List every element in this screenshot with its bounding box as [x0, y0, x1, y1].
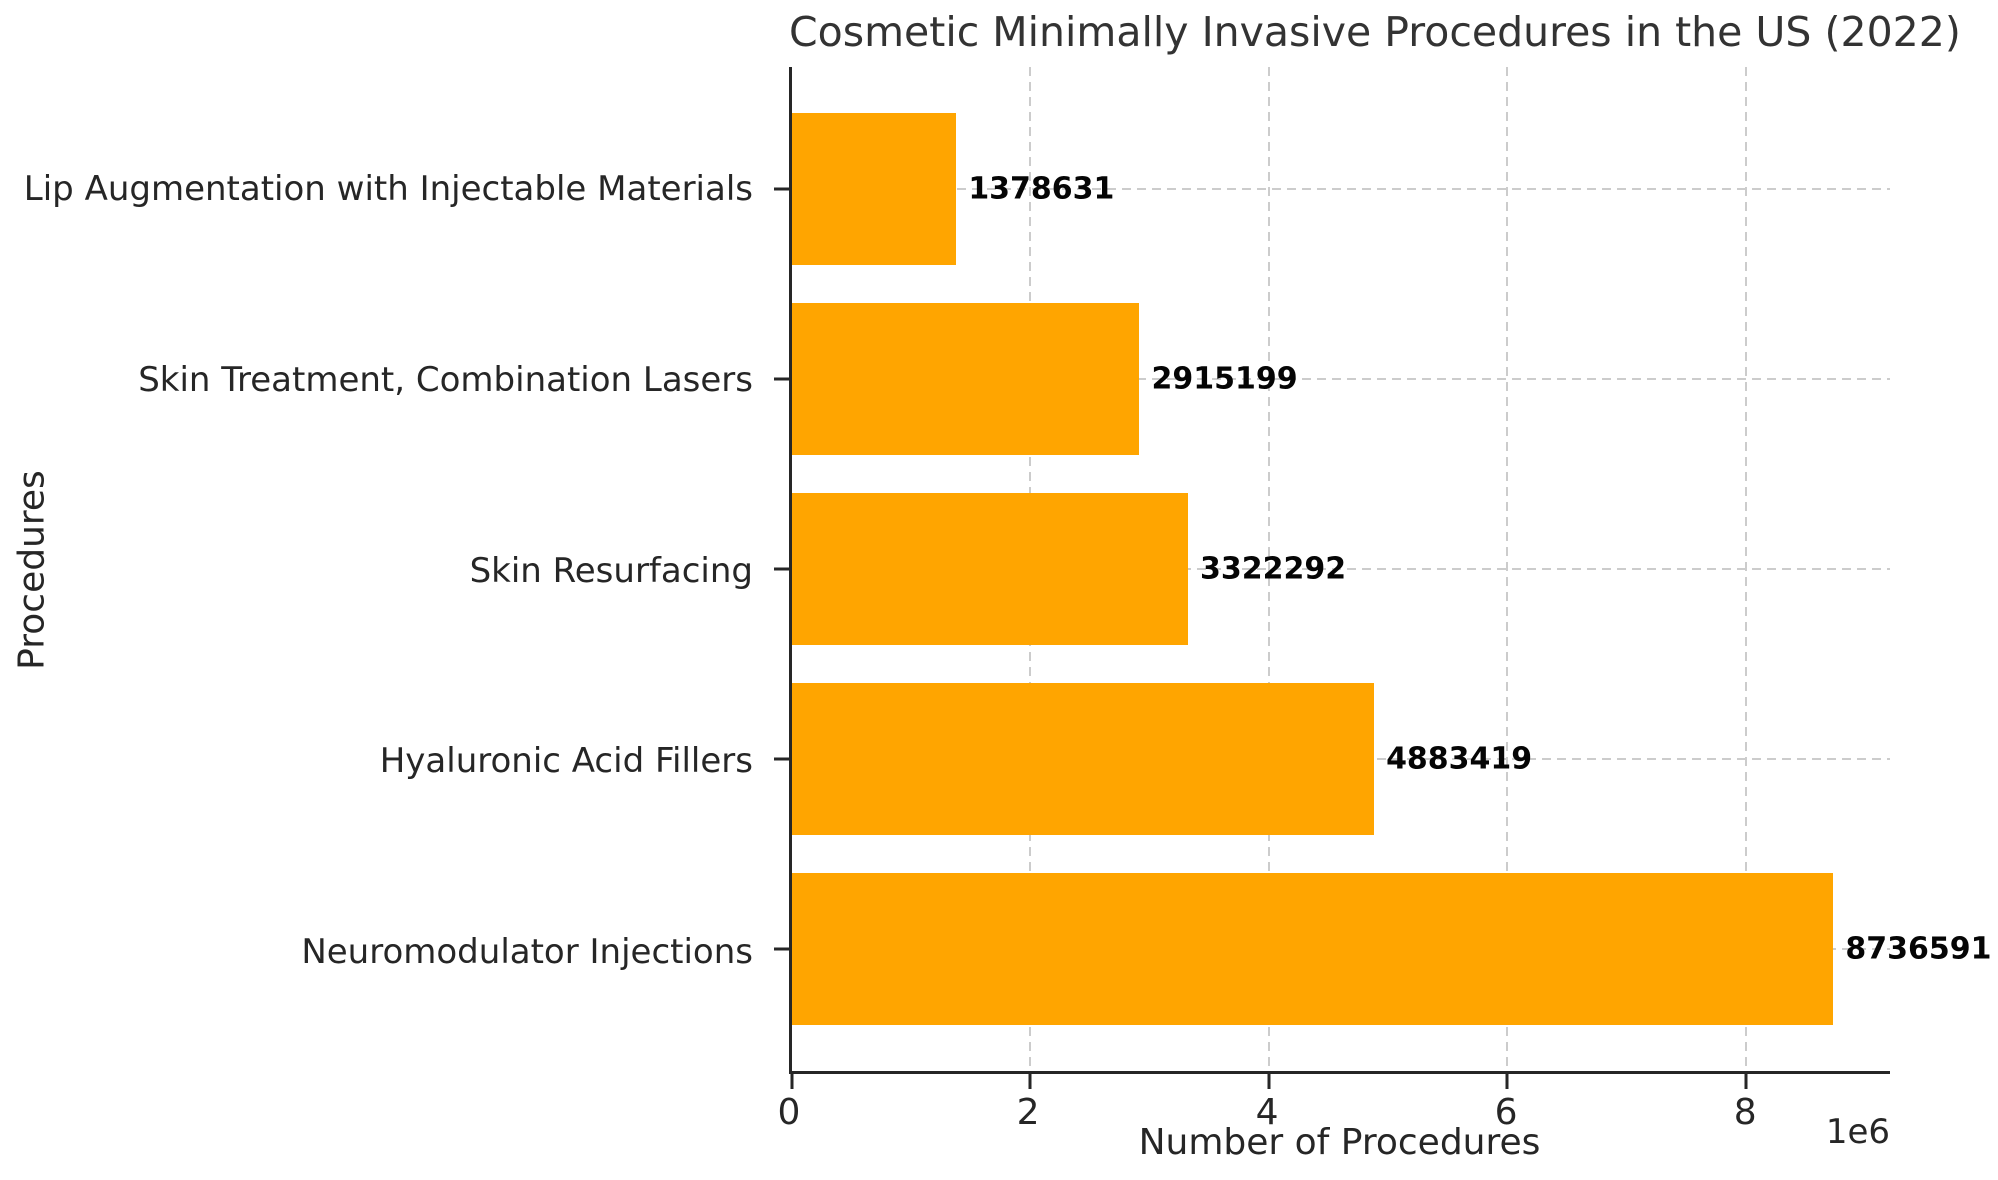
bar-value-label: 2915199 [1151, 361, 1298, 397]
y-tick-labels: Lip Augmentation with Injectable Materia… [0, 67, 771, 1074]
bar-value-label: 1378631 [968, 171, 1115, 207]
x-tick-label: 2 [1016, 1092, 1040, 1133]
gridline-horizontal [792, 377, 1890, 380]
y-tick-label: Neuromodulator Injections [301, 931, 753, 972]
bar [792, 873, 1834, 1026]
plot-area: 1378631 2915199 3322292 4883419 8736591 [774, 67, 1991, 1089]
x-tick-mark [790, 1074, 794, 1089]
bar [792, 112, 957, 265]
y-tick-mark [774, 947, 789, 951]
bar [792, 302, 1140, 455]
x-tick-label: 8 [1733, 1092, 1757, 1133]
x-tick-mark [1744, 1074, 1748, 1089]
chart-title: Cosmetic Minimally Invasive Procedures i… [789, 8, 1961, 56]
y-tick-mark [774, 187, 789, 191]
bar-value-label: 3322292 [1199, 551, 1347, 587]
x-tick-mark [1028, 1074, 1032, 1089]
y-tick-label: Skin Resurfacing [469, 550, 753, 591]
y-tick-mark [774, 377, 789, 381]
x-tick-mark [1505, 1074, 1509, 1089]
x-axis-label: Number of Procedures [1138, 1122, 1541, 1163]
y-tick-label: Skin Treatment, Combination Lasers [138, 359, 753, 400]
bar-value-label: 8736591 [1845, 931, 1992, 967]
gridline-horizontal [792, 187, 1890, 190]
bar [792, 683, 1375, 836]
x-tick-mark [1267, 1074, 1271, 1089]
y-tick-label: Hyaluronic Acid Fillers [379, 741, 753, 782]
x-tick-label: 6 [1494, 1092, 1518, 1133]
gridline-horizontal [792, 568, 1890, 570]
y-tick-mark [774, 757, 789, 761]
y-tick-mark [774, 567, 789, 571]
axis-offset-text: 1e6 [1825, 1112, 1890, 1152]
x-tick-label: 0 [777, 1092, 801, 1133]
y-tick-label: Lip Augmentation with Injectable Materia… [23, 169, 753, 210]
bar-value-label: 4883419 [1386, 741, 1533, 777]
x-tick-label: 4 [1255, 1092, 1279, 1133]
bar [792, 492, 1188, 646]
